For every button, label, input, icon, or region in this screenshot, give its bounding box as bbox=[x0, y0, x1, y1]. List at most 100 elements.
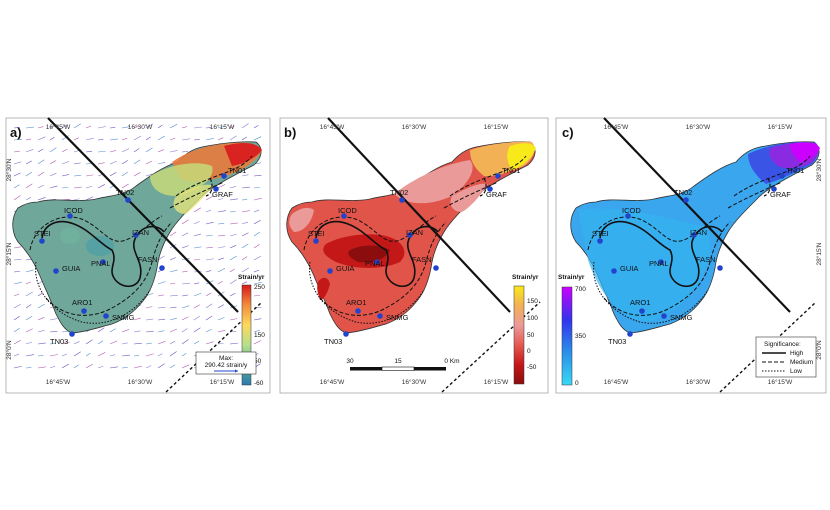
velocity-arrow bbox=[169, 257, 176, 261]
velocity-arrow bbox=[85, 185, 93, 189]
velocity-arrow bbox=[145, 160, 153, 165]
lon-label-top: 16°45'W bbox=[604, 123, 629, 131]
velocity-arrow bbox=[169, 364, 175, 369]
velocity-arrow bbox=[229, 211, 236, 213]
station-tn02-a: TN02 bbox=[116, 188, 134, 203]
station-stei-b: STEI bbox=[308, 229, 325, 244]
velocity-arrow bbox=[241, 256, 248, 261]
station-marker bbox=[691, 232, 697, 238]
station-marker bbox=[399, 197, 405, 203]
colorbar-tick: 50 bbox=[527, 332, 535, 339]
fault-line-a bbox=[47, 117, 239, 313]
station-pnal-c: PNAL bbox=[649, 259, 669, 268]
station-marker bbox=[67, 213, 73, 219]
velocity-arrow bbox=[73, 364, 79, 369]
significance-low: Low bbox=[790, 368, 802, 375]
lon-label-bottom: 16°30'W bbox=[402, 378, 427, 386]
velocity-arrow bbox=[97, 184, 105, 189]
station-izan-c: IZAN bbox=[690, 228, 707, 238]
colorbar-title: Strain/yr bbox=[238, 274, 265, 281]
lon-label-top: 16°15'W bbox=[484, 123, 509, 131]
velocity-arrow bbox=[61, 186, 69, 189]
station-label: GRAF bbox=[486, 190, 507, 199]
velocity-arrow bbox=[25, 304, 32, 309]
velocity-arrow bbox=[193, 221, 200, 225]
station-label: TN02 bbox=[116, 188, 134, 197]
velocity-arrow bbox=[205, 292, 212, 297]
lon-label-bottom: 16°30'W bbox=[686, 378, 711, 386]
station-label: GUIA bbox=[62, 264, 80, 273]
velocity-arrow bbox=[133, 148, 140, 153]
velocity-arrow bbox=[205, 315, 213, 321]
velocity-arrow bbox=[61, 174, 70, 177]
velocity-arrow bbox=[37, 126, 44, 129]
velocity-arrow bbox=[181, 316, 189, 321]
station-label: GRAF bbox=[212, 190, 233, 199]
velocity-arrow bbox=[205, 258, 214, 261]
colorbar-tick: 150 bbox=[254, 332, 265, 339]
velocity-arrow bbox=[145, 353, 154, 357]
lon-label-top: 16°30'W bbox=[128, 123, 153, 131]
velocity-arrow bbox=[145, 173, 153, 177]
station-label: PNAL bbox=[649, 259, 669, 268]
lon-label-bottom: 16°15'W bbox=[768, 378, 793, 386]
velocity-arrow bbox=[229, 268, 235, 273]
velocity-arrow bbox=[193, 259, 201, 261]
station-marker bbox=[313, 238, 319, 244]
colorbar-tick: 0 bbox=[527, 348, 531, 355]
station-label: STEI bbox=[308, 229, 325, 238]
colorbar-a: Strain/yr 250 150 50 -60 bbox=[238, 274, 265, 387]
panel-b-label: b) bbox=[284, 125, 296, 140]
velocity-arrow bbox=[61, 353, 68, 357]
station-marker bbox=[374, 259, 380, 265]
velocity-arrow bbox=[157, 294, 164, 297]
velocity-arrow bbox=[13, 195, 21, 201]
legend-line2: 290.42 strain/y bbox=[205, 362, 248, 369]
colorbar-gradient bbox=[513, 285, 525, 385]
lon-label-bottom: 16°30'W bbox=[128, 378, 153, 386]
significance-medium: Medium bbox=[790, 359, 813, 366]
velocity-arrow bbox=[25, 328, 33, 333]
velocity-arrow bbox=[193, 139, 200, 141]
velocity-arrow bbox=[73, 123, 81, 129]
velocity-arrow bbox=[13, 353, 20, 357]
velocity-arrow bbox=[157, 124, 163, 129]
velocity-arrow bbox=[85, 137, 94, 141]
scale-tick-0: 0 Km bbox=[444, 358, 459, 365]
station-marker bbox=[159, 265, 165, 271]
velocity-arrow bbox=[193, 327, 201, 333]
velocity-arrow bbox=[241, 136, 247, 141]
velocity-arrow bbox=[25, 183, 33, 189]
velocity-arrow bbox=[241, 267, 249, 273]
velocity-arrow bbox=[181, 271, 188, 273]
colorbar-c: Strain/yr 700 350 0 bbox=[558, 274, 586, 387]
velocity-arrow bbox=[205, 234, 213, 237]
lat-label-left: 28°30'N bbox=[5, 158, 13, 181]
graticule-labels: 16°45'W 16°30'W 16°15'W 16°45'W 16°30'W 16°15… bbox=[5, 123, 823, 386]
velocity-arrow bbox=[205, 195, 214, 201]
velocity-arrow bbox=[13, 258, 22, 261]
lat-label-left: 28°15'N bbox=[5, 242, 13, 265]
panel-c: Strain/yr 700 350 0 Significance: High Medi… bbox=[555, 117, 827, 394]
lon-label-bottom: 16°45'W bbox=[46, 378, 71, 386]
velocity-arrow bbox=[73, 198, 80, 201]
colorbar-tick: 0 bbox=[575, 380, 579, 387]
station-label: IZAN bbox=[406, 228, 423, 237]
velocity-arrow bbox=[241, 281, 248, 285]
stations-layer: TN01 GRAF TN02 ICOD STEI IZAN GUIA PNAL FASN ARO1… bbox=[34, 166, 804, 346]
velocity-arrow bbox=[157, 318, 166, 321]
velocity-arrow bbox=[109, 150, 117, 153]
colorbar-gradient bbox=[241, 284, 252, 386]
velocity-arrow bbox=[49, 160, 56, 165]
station-marker bbox=[597, 238, 603, 244]
vector-legend: Max: 290.42 strain/y bbox=[195, 351, 257, 375]
station-guia-c: GUIA bbox=[611, 264, 638, 274]
lat-label-left: 28°0'N bbox=[5, 340, 13, 360]
velocity-arrow bbox=[13, 184, 20, 189]
velocity-arrow bbox=[133, 135, 142, 141]
velocity-arrow bbox=[133, 342, 142, 345]
scale-bar: 30 15 0 Km bbox=[346, 358, 460, 371]
velocity-arrow bbox=[133, 330, 141, 333]
station-label: TN03 bbox=[608, 337, 626, 346]
velocity-arrow bbox=[193, 282, 200, 285]
